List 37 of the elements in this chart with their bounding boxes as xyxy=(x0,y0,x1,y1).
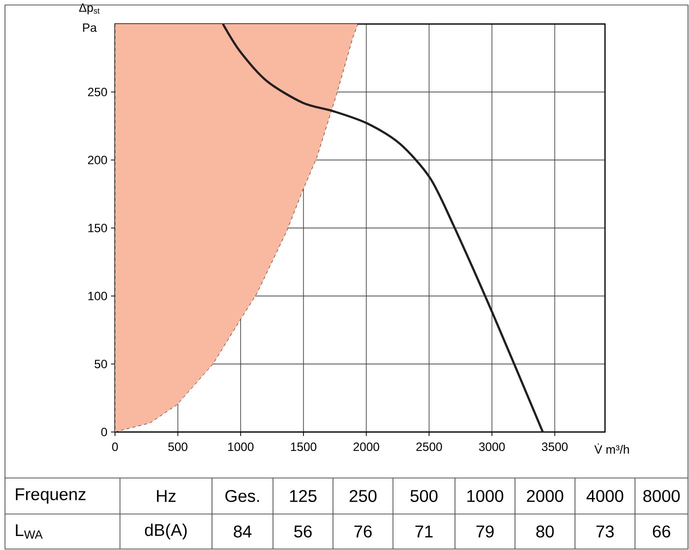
x-tick-label: 0 xyxy=(112,442,118,452)
text: L$_{WA}$ xyxy=(16,524,43,539)
x-tick-label: 1000 xyxy=(228,442,254,452)
y-axis-title: Δp$_{st}$ Pa xyxy=(79,4,100,32)
x-axis-title: V̇ m³/h xyxy=(594,444,629,454)
text: 56 xyxy=(294,525,312,538)
text: 84 xyxy=(234,525,252,538)
x-tick-label: 1500 xyxy=(291,442,316,452)
y-tick-label: 100 xyxy=(88,292,107,300)
text: 125 xyxy=(290,490,316,502)
text: 79 xyxy=(476,525,494,538)
y-tick-label: 50 xyxy=(94,360,107,368)
x-tick-label: 2500 xyxy=(416,442,442,452)
x-tick-label: 2000 xyxy=(354,442,380,452)
text: Ges. xyxy=(225,490,259,502)
text: 500 xyxy=(410,490,438,502)
text: dB(A) xyxy=(144,524,187,540)
text: 2000 xyxy=(526,490,564,502)
text: 80 xyxy=(536,525,554,538)
y-tick-label: 0 xyxy=(101,428,108,436)
line-series xyxy=(222,24,544,432)
y-tick-label: 150 xyxy=(88,224,107,232)
text: Hz xyxy=(157,490,176,502)
x-tick-label: 500 xyxy=(168,442,188,452)
text: 250 xyxy=(350,490,377,502)
x-tick-label: 3500 xyxy=(542,442,568,452)
text: 1000 xyxy=(467,490,504,502)
text: 76 xyxy=(354,525,372,538)
text: 8000 xyxy=(643,490,680,502)
text: Frequenz xyxy=(16,488,86,504)
y-tick-label: 250 xyxy=(88,88,107,96)
text: 73 xyxy=(596,525,614,538)
text: 66 xyxy=(652,525,670,538)
text: 71 xyxy=(415,526,433,538)
text: 4000 xyxy=(586,490,624,502)
x-tick-label: 3000 xyxy=(479,442,505,452)
y-tick-label: 200 xyxy=(88,156,107,164)
